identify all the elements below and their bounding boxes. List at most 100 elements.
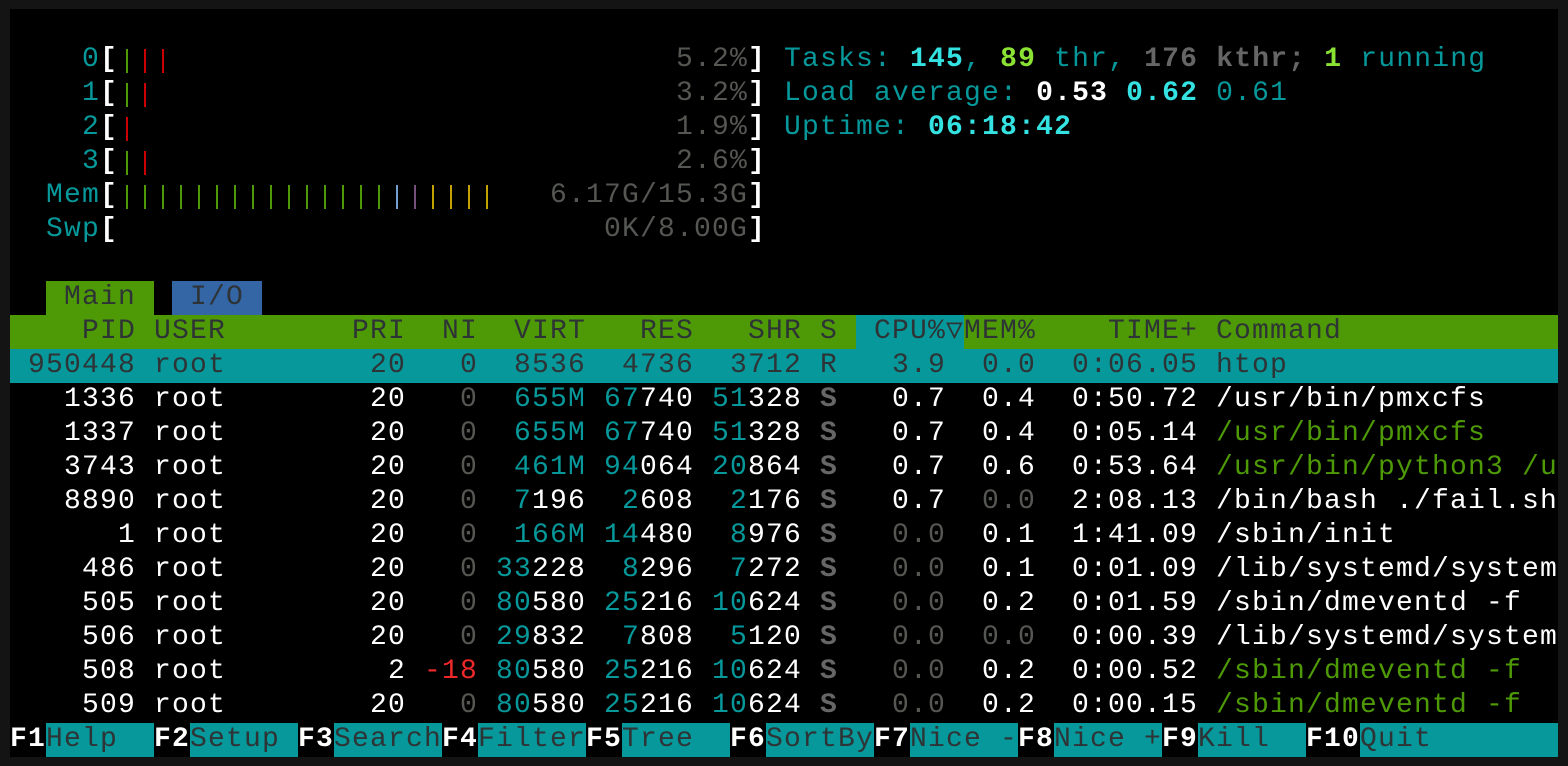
footer-label[interactable]: SortBy bbox=[766, 724, 875, 755]
process-shr: 976 bbox=[748, 520, 803, 551]
footer-button-setup[interactable] bbox=[190, 723, 298, 757]
mem-bar-segment bbox=[252, 185, 254, 209]
process-shr-thousands: 10 bbox=[712, 588, 749, 619]
column-header-ni[interactable]: NI bbox=[442, 316, 479, 347]
footer-button-kill[interactable] bbox=[1198, 723, 1306, 757]
tab-main[interactable] bbox=[46, 281, 154, 315]
process-time: 0:00.39 bbox=[1072, 622, 1199, 653]
process-shr: 864 bbox=[748, 452, 803, 483]
process-pri: 20 bbox=[370, 622, 407, 653]
process-shr: 624 bbox=[748, 588, 803, 619]
process-s: S bbox=[820, 622, 839, 653]
footer-key-f6[interactable]: F6 bbox=[730, 724, 767, 755]
swap-meter-label: Swp bbox=[46, 214, 101, 245]
mem-bar-segment bbox=[144, 185, 146, 209]
footer-button-nice[interactable] bbox=[910, 723, 1018, 757]
footer-button-quit[interactable] bbox=[1360, 723, 1558, 757]
uptime-value: 06:18:42 bbox=[928, 112, 1073, 143]
footer-label[interactable]: Tree bbox=[622, 724, 695, 755]
column-header-res[interactable]: RES bbox=[640, 316, 695, 347]
footer-key-f8[interactable]: F8 bbox=[1018, 724, 1055, 755]
footer-label[interactable]: Setup bbox=[190, 724, 281, 755]
process-shr-thousands: 10 bbox=[712, 656, 749, 687]
column-header-shr[interactable]: SHR bbox=[748, 316, 803, 347]
footer-button-filter[interactable] bbox=[478, 723, 586, 757]
process-pid: 1 bbox=[118, 520, 137, 551]
footer-key-f5[interactable]: F5 bbox=[586, 724, 623, 755]
mem-bar-segment bbox=[450, 185, 452, 209]
process-shr-thousands: 51 bbox=[712, 384, 749, 415]
mem-bar-segment bbox=[198, 185, 200, 209]
process-mem: 0.2 bbox=[982, 588, 1037, 619]
footer-key-f1[interactable]: F1 bbox=[10, 724, 47, 755]
footer-button-tree[interactable] bbox=[622, 723, 730, 757]
process-time: 0:53.64 bbox=[1072, 452, 1199, 483]
process-shr: 328 bbox=[748, 384, 803, 415]
process-virt-thousands: 80 bbox=[496, 588, 533, 619]
footer-label[interactable]: Help bbox=[46, 724, 119, 755]
mem-meter-label: Mem bbox=[46, 180, 101, 211]
footer-button-search[interactable] bbox=[334, 723, 442, 757]
footer-key-f3[interactable]: F3 bbox=[298, 724, 335, 755]
column-header-user[interactable]: USER bbox=[154, 316, 227, 347]
process-ni: 0 bbox=[460, 486, 479, 517]
process-ni: -18 bbox=[424, 656, 479, 687]
process-res: 296 bbox=[640, 554, 695, 585]
footer-button-sortby[interactable] bbox=[766, 723, 874, 757]
cpu-0-bar-segment bbox=[126, 49, 128, 73]
process-s: S bbox=[820, 588, 839, 619]
process-ni: 0 bbox=[460, 384, 479, 415]
footer-label[interactable]: Quit bbox=[1360, 724, 1433, 755]
column-header-virt[interactable]: VIRT bbox=[514, 316, 587, 347]
footer-label[interactable]: Nice + bbox=[1054, 724, 1163, 755]
process-pid: 506 bbox=[82, 622, 137, 653]
mem-bar-segment bbox=[432, 185, 434, 209]
process-user: root bbox=[154, 452, 227, 483]
process-res-thousands: 8 bbox=[622, 554, 641, 585]
cpu-1-bar-segment bbox=[126, 83, 128, 107]
cpu-1-meter-value: 3.2% bbox=[676, 78, 749, 109]
footer-label[interactable]: Search bbox=[334, 724, 443, 755]
process-res-thousands: 67 bbox=[604, 418, 641, 449]
footer-label[interactable]: Filter bbox=[478, 724, 587, 755]
process-row[interactable] bbox=[10, 349, 1558, 383]
footer-label[interactable]: Kill bbox=[1198, 724, 1271, 755]
column-header-cpu[interactable]: CPU%▽ bbox=[874, 316, 965, 347]
column-header-pri[interactable]: PRI bbox=[352, 316, 407, 347]
footer-key-f4[interactable]: F4 bbox=[442, 724, 479, 755]
load-average: Load average: 0.53 0.62 0.61 bbox=[784, 77, 1288, 111]
process-virt: 655M bbox=[514, 418, 587, 449]
process-mem: 0.4 bbox=[982, 418, 1037, 449]
footer-key-f10[interactable]: F10 bbox=[1306, 724, 1361, 755]
process-time: 0:01.59 bbox=[1072, 588, 1199, 619]
cpu-1-bracket-close: ] bbox=[748, 78, 767, 109]
process-time: 0:01.09 bbox=[1072, 554, 1199, 585]
column-header-command[interactable]: Command bbox=[1216, 316, 1343, 347]
process-ni: 0 bbox=[460, 622, 479, 653]
footer-button-help[interactable] bbox=[46, 723, 154, 757]
footer-label[interactable]: Nice - bbox=[910, 724, 1019, 755]
column-header-mem[interactable]: MEM% bbox=[964, 316, 1037, 347]
process-virt-thousands: 80 bbox=[496, 656, 533, 687]
cpu-3-bar-segment bbox=[144, 151, 146, 175]
load-1: 0.53 bbox=[1036, 78, 1109, 109]
process-res-thousands: 67 bbox=[604, 384, 641, 415]
process-shr: 176 bbox=[748, 486, 803, 517]
cpu-0-meter-value: 5.2% bbox=[676, 44, 749, 75]
process-s: S bbox=[820, 554, 839, 585]
column-header-time[interactable]: TIME+ bbox=[1108, 316, 1199, 347]
footer-key-f7[interactable]: F7 bbox=[874, 724, 911, 755]
uptime: Uptime: 06:18:42 bbox=[784, 111, 1072, 145]
process-s: S bbox=[820, 656, 839, 687]
column-header-s[interactable]: S bbox=[820, 316, 839, 347]
process-ni: 0 bbox=[460, 520, 479, 551]
swap-bracket-close: ] bbox=[748, 214, 767, 245]
cpu-3-bar-segment bbox=[126, 151, 128, 175]
footer-key-f9[interactable]: F9 bbox=[1162, 724, 1199, 755]
column-header-pid[interactable]: PID bbox=[82, 316, 137, 347]
tab-io[interactable] bbox=[172, 281, 262, 315]
footer-button-nice[interactable] bbox=[1054, 723, 1162, 757]
process-command: /lib/systemd/system bbox=[1216, 554, 1558, 585]
process-ni: 0 bbox=[460, 452, 479, 483]
footer-key-f2[interactable]: F2 bbox=[154, 724, 191, 755]
